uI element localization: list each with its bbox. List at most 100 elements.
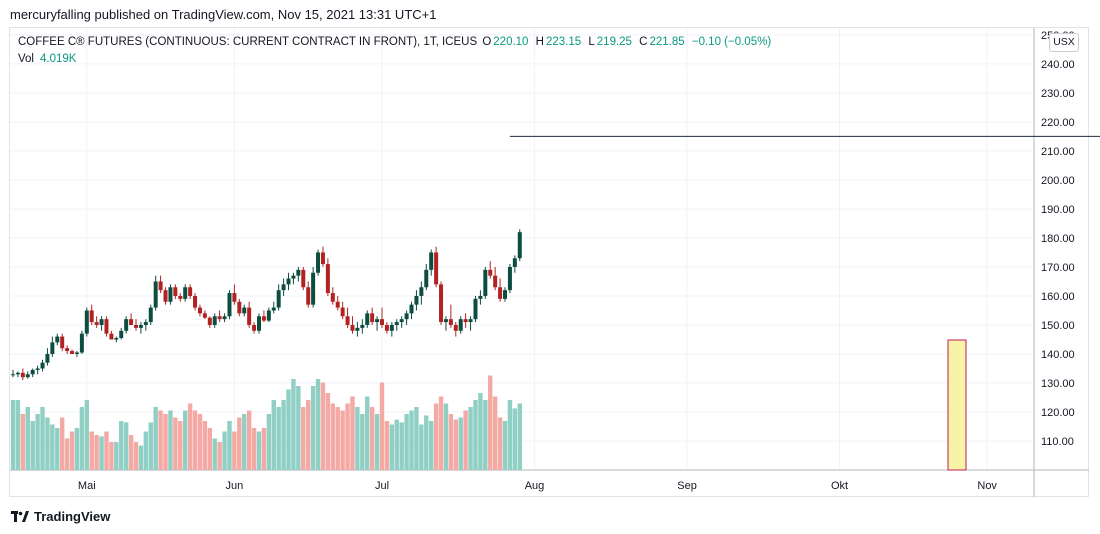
volume-bar bbox=[365, 396, 370, 470]
candle-body bbox=[389, 324, 394, 331]
candle-body bbox=[35, 368, 40, 370]
volume-bar bbox=[512, 408, 518, 470]
volume-bar bbox=[109, 442, 114, 470]
candle-body bbox=[74, 352, 79, 354]
volume-bar bbox=[227, 421, 232, 470]
volume-bar bbox=[222, 431, 227, 470]
candle-body bbox=[365, 313, 370, 325]
candle-body bbox=[158, 281, 163, 291]
volume-bar bbox=[438, 396, 444, 470]
volume-bar bbox=[15, 400, 21, 470]
candle-body bbox=[443, 319, 448, 323]
volume-bar bbox=[128, 435, 134, 470]
volume-bar bbox=[114, 442, 119, 470]
candle-body bbox=[399, 319, 404, 323]
y-tick-label: 150.00 bbox=[1041, 320, 1075, 332]
volume-bar bbox=[163, 414, 168, 470]
volume-bar bbox=[414, 407, 419, 470]
volume-bar bbox=[374, 414, 380, 470]
candle-body bbox=[335, 301, 340, 308]
x-tick-label: Jul bbox=[375, 480, 389, 492]
chart-frame bbox=[9, 27, 1089, 497]
candle-body bbox=[79, 333, 84, 353]
candle-body bbox=[148, 307, 153, 323]
x-tick-label: Mai bbox=[78, 480, 96, 492]
volume-bar bbox=[202, 421, 208, 470]
candle-body bbox=[439, 284, 444, 323]
volume-bar bbox=[60, 417, 65, 470]
volume-bar bbox=[286, 389, 291, 470]
tradingview-brand[interactable]: TradingView bbox=[11, 509, 110, 524]
candle-body bbox=[217, 316, 222, 320]
volume-bar bbox=[55, 428, 60, 470]
symbol-title: COFFEE C® FUTURES (CONTINUOUS: CURRENT C… bbox=[18, 36, 478, 48]
volume-bar bbox=[237, 417, 242, 470]
volume-bar bbox=[488, 375, 493, 470]
volume-bar bbox=[50, 424, 55, 470]
volume-bar bbox=[350, 396, 355, 470]
volume-bar bbox=[94, 435, 99, 470]
candle-body bbox=[257, 316, 261, 331]
volume-bar bbox=[104, 431, 109, 470]
candle-body bbox=[409, 304, 414, 314]
candle-body bbox=[498, 287, 503, 299]
candle-body bbox=[99, 319, 104, 325]
volume-bar bbox=[74, 428, 80, 470]
volume-bar bbox=[424, 415, 429, 470]
candle-body bbox=[370, 313, 375, 323]
volume-bar bbox=[409, 410, 414, 470]
candle-body bbox=[84, 310, 89, 334]
volume-bar bbox=[79, 407, 85, 470]
candle-body bbox=[434, 252, 439, 285]
volume-bar bbox=[35, 414, 40, 470]
ohlc-open: O 220.10 bbox=[482, 36, 529, 48]
volume-bar bbox=[301, 407, 306, 470]
candle-body bbox=[119, 330, 124, 339]
candle-body bbox=[124, 319, 129, 331]
volume-bar bbox=[10, 400, 16, 470]
volume-bar bbox=[458, 417, 463, 470]
volume-bar bbox=[212, 438, 217, 470]
candle-body bbox=[50, 342, 55, 354]
candle-body bbox=[227, 293, 232, 317]
volume-bar bbox=[320, 382, 326, 470]
candle-body bbox=[448, 319, 453, 325]
candle-body bbox=[114, 338, 119, 340]
y-tick-label: 220.00 bbox=[1041, 117, 1075, 129]
candle-body bbox=[40, 362, 45, 369]
publish-line: mercuryfalling published on TradingView.… bbox=[10, 7, 437, 22]
volume-bar bbox=[433, 403, 439, 470]
currency-button[interactable]: USX bbox=[1049, 33, 1079, 52]
candle-body bbox=[109, 333, 114, 340]
volume-bar bbox=[266, 414, 272, 470]
candle-body bbox=[94, 322, 99, 325]
tradingview-logo-icon bbox=[11, 511, 29, 522]
volume-bar bbox=[143, 431, 149, 470]
brand-name: TradingView bbox=[34, 509, 111, 524]
x-tick-label: Aug bbox=[525, 480, 545, 492]
candle-body bbox=[320, 252, 325, 265]
volume-bar bbox=[178, 421, 183, 470]
candle-body bbox=[70, 351, 75, 354]
volume-bar bbox=[429, 421, 434, 470]
volume-bar bbox=[310, 386, 316, 470]
candle-body bbox=[360, 324, 365, 328]
candle-body bbox=[429, 252, 434, 270]
candle-body bbox=[45, 353, 50, 363]
candle-body bbox=[207, 317, 212, 325]
volume-bar bbox=[187, 403, 193, 470]
candle-body bbox=[232, 293, 237, 302]
volume-bar bbox=[478, 393, 483, 470]
candle-body bbox=[173, 287, 178, 296]
candle-body bbox=[384, 324, 389, 331]
volume-bar bbox=[30, 421, 35, 470]
candle-body bbox=[11, 374, 15, 376]
volume-bar bbox=[99, 436, 104, 470]
ohlc-low: L 219.25 bbox=[588, 36, 632, 48]
ohlc-close: C 221.85 bbox=[639, 36, 685, 48]
candle-body bbox=[316, 252, 321, 273]
y-tick-label: 140.00 bbox=[1041, 349, 1075, 361]
candle-body bbox=[291, 275, 296, 279]
candle-body bbox=[325, 264, 330, 294]
